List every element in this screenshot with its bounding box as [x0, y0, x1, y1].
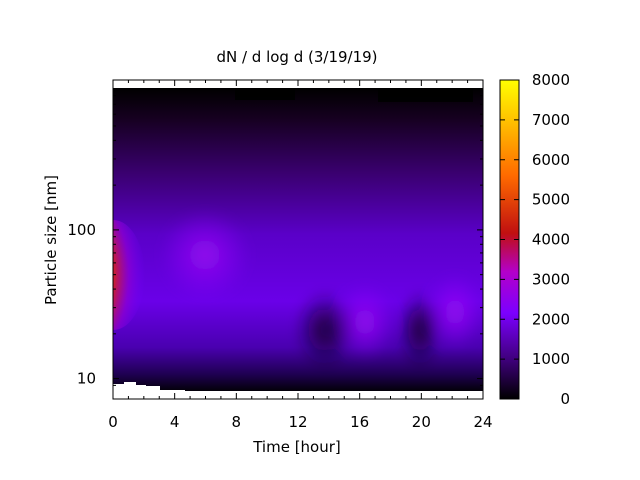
colorbar-tick-label: 2000 — [532, 310, 570, 328]
x-tick-label: 0 — [108, 413, 118, 431]
chart-title: dN / d log d (3/19/19) — [216, 48, 377, 66]
heatmap-image — [113, 88, 483, 393]
colorbar-ticks: 0 1000 2000 3000 4000 5000 6000 7000 8000 — [500, 71, 570, 408]
colorbar-tick-label: 6000 — [532, 151, 570, 169]
y-tick-label: 100 — [67, 221, 96, 239]
x-tick-label: 24 — [473, 413, 492, 431]
colorbar-tick-label: 8000 — [532, 71, 570, 89]
x-tick-label: 12 — [288, 413, 307, 431]
y-axis-label: Particle size [nm] — [42, 175, 60, 305]
x-tick-label: 4 — [170, 413, 180, 431]
x-axis-label: Time [hour] — [252, 438, 341, 456]
colorbar-tick-label: 3000 — [532, 270, 570, 288]
x-axis-ticks: 0 4 8 12 16 20 24 — [108, 80, 493, 431]
y-axis-ticks: 10 100 — [67, 95, 483, 388]
y-tick-label: 10 — [77, 370, 96, 388]
x-tick-label: 16 — [350, 413, 369, 431]
x-tick-label: 8 — [232, 413, 242, 431]
colorbar-tick-label: 1000 — [532, 350, 570, 368]
colorbar-tick-label: 4000 — [532, 231, 570, 249]
x-tick-label: 20 — [412, 413, 431, 431]
colorbar-tick-label: 7000 — [532, 111, 570, 129]
colorbar-tick-label: 5000 — [532, 191, 570, 209]
colorbar-tick-label: 0 — [560, 390, 570, 408]
